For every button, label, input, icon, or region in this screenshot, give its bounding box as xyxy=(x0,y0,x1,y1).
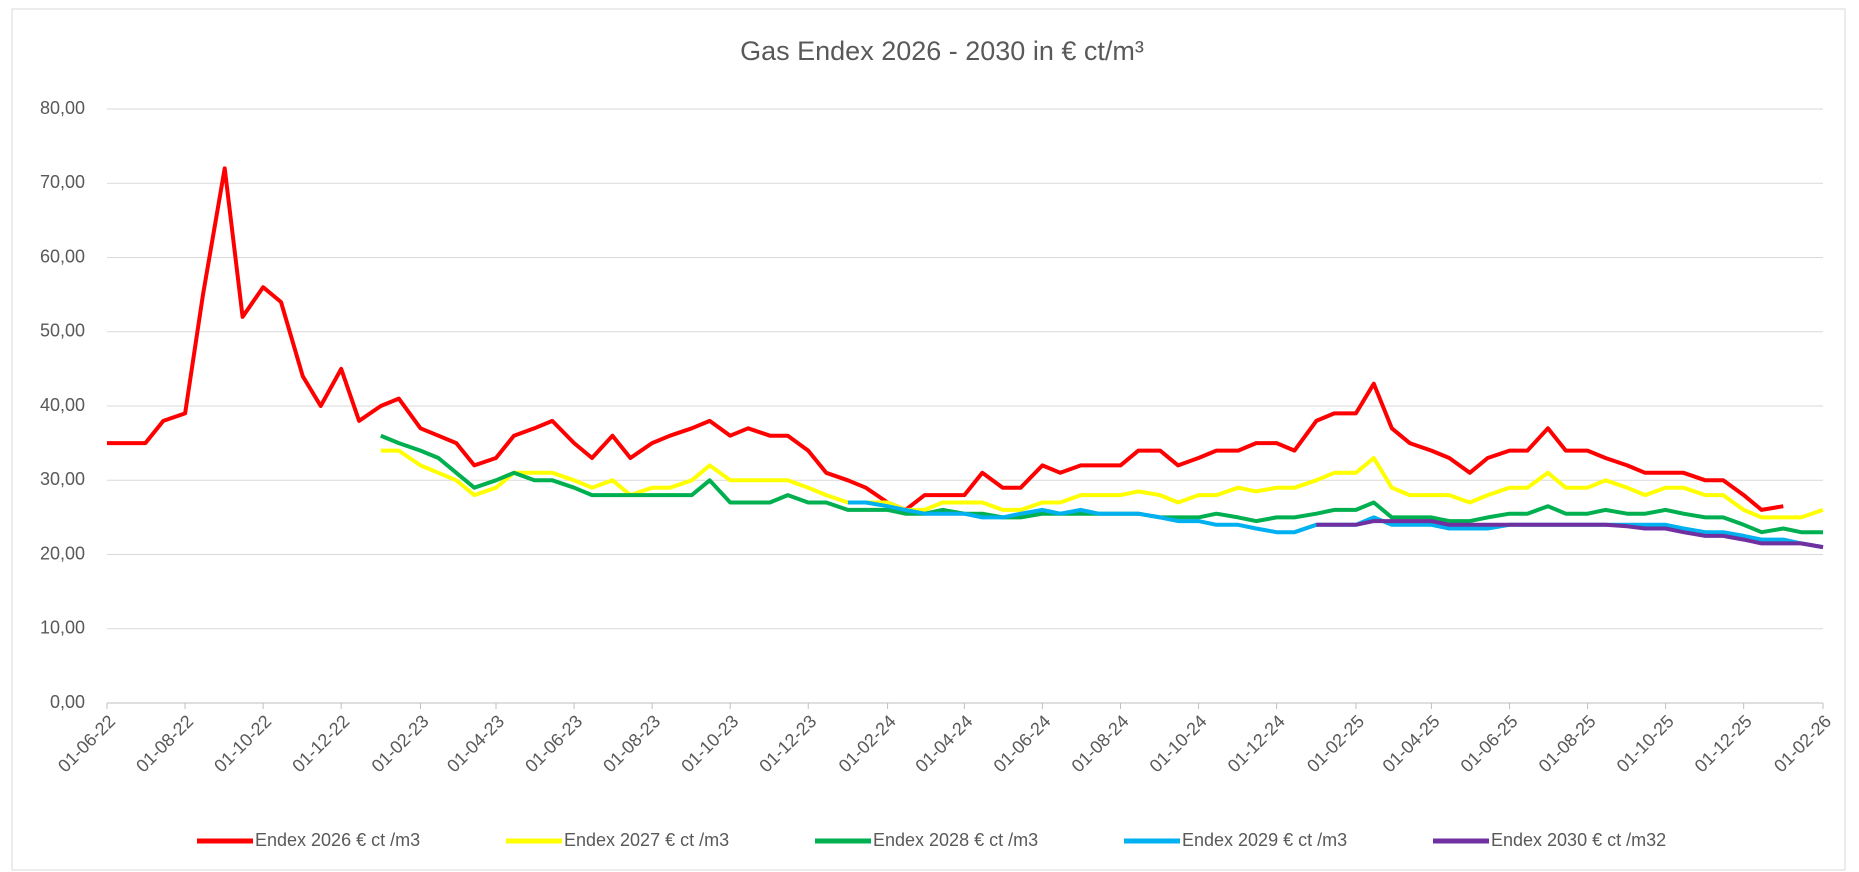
series-line xyxy=(380,448,1824,520)
legend-label: Endex 2027 € ct /m3 xyxy=(564,830,729,850)
y-tick-label: 10,00 xyxy=(40,618,85,638)
y-tick-label: 40,00 xyxy=(40,395,85,415)
series-line xyxy=(1316,519,1824,550)
y-tick-label: 20,00 xyxy=(40,543,85,563)
series-line xyxy=(107,166,1784,512)
legend-label: Endex 2030 € ct /m32 xyxy=(1491,830,1666,850)
chart-title: Gas Endex 2026 - 2030 in € ct/m³ xyxy=(740,36,1144,66)
legend-label: Endex 2026 € ct /m3 xyxy=(255,830,420,850)
legend-label: Endex 2028 € ct /m3 xyxy=(873,830,1038,850)
y-tick-label: 70,00 xyxy=(40,172,85,192)
y-tick-label: 80,00 xyxy=(40,98,85,118)
y-tick-label: 30,00 xyxy=(40,469,85,489)
y-tick-label: 60,00 xyxy=(40,246,85,266)
legend-label: Endex 2029 € ct /m3 xyxy=(1182,830,1347,850)
y-tick-label: 0,00 xyxy=(50,692,85,712)
y-tick-label: 50,00 xyxy=(40,321,85,341)
